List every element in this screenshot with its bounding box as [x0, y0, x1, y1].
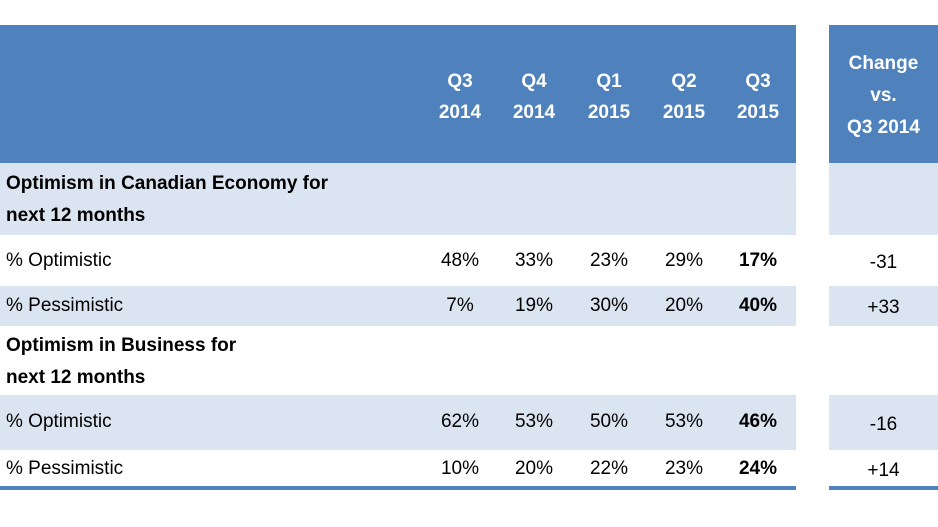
row-label: % Optimistic: [6, 250, 112, 271]
bottom-rule: [0, 486, 796, 490]
table-cell: 23%: [589, 250, 629, 271]
section-title: Optimism in Canadian Economy for next 12…: [6, 173, 328, 226]
row-band-change: [829, 286, 938, 326]
table-cell: 50%: [589, 411, 629, 432]
row-band: [0, 395, 796, 450]
table-cell: 48%: [440, 250, 480, 271]
table-cell-latest: 40%: [738, 295, 778, 316]
row-label: % Optimistic: [6, 411, 112, 432]
column-header: Q3 2014: [438, 71, 482, 123]
section-title: Optimism in Business for next 12 months: [6, 335, 237, 388]
table-cell: 23%: [664, 458, 704, 479]
column-header: Q4 2014: [512, 71, 556, 123]
table-cell: 62%: [440, 411, 480, 432]
table-cell: 22%: [589, 458, 629, 479]
change-header: [829, 25, 938, 163]
table-cell: 7%: [446, 295, 474, 316]
table-cell: 10%: [440, 458, 480, 479]
table-cell: 20%: [514, 458, 554, 479]
table-cell: 53%: [514, 411, 554, 432]
table-cell: 20%: [664, 295, 704, 316]
change-value: -31: [869, 252, 898, 273]
table-cell-latest: 24%: [738, 458, 778, 479]
row-band-change: [829, 395, 938, 450]
column-header: Q1 2015: [587, 71, 631, 123]
table-cell: 30%: [589, 295, 629, 316]
bottom-rule-change: [829, 486, 938, 490]
table-cell: 53%: [664, 411, 704, 432]
change-value: +33: [867, 297, 900, 318]
column-header: Q3 2015: [736, 71, 780, 123]
change-value: +14: [867, 460, 900, 481]
table-cell: 33%: [514, 250, 554, 271]
table-cell-latest: 17%: [738, 250, 778, 271]
change-header-label: Change vs. Q3 2014: [847, 53, 920, 138]
section-band: [0, 163, 796, 235]
change-value: -16: [869, 414, 898, 435]
table-cell: 19%: [514, 295, 554, 316]
table-cell: 29%: [664, 250, 704, 271]
row-band: [0, 286, 796, 326]
table-header: [0, 25, 796, 163]
row-label: % Pessimistic: [6, 458, 124, 479]
table-cell-latest: 46%: [738, 411, 778, 432]
section-band-change: [829, 163, 938, 235]
row-label: % Pessimistic: [6, 295, 124, 316]
column-header: Q2 2015: [662, 71, 706, 123]
